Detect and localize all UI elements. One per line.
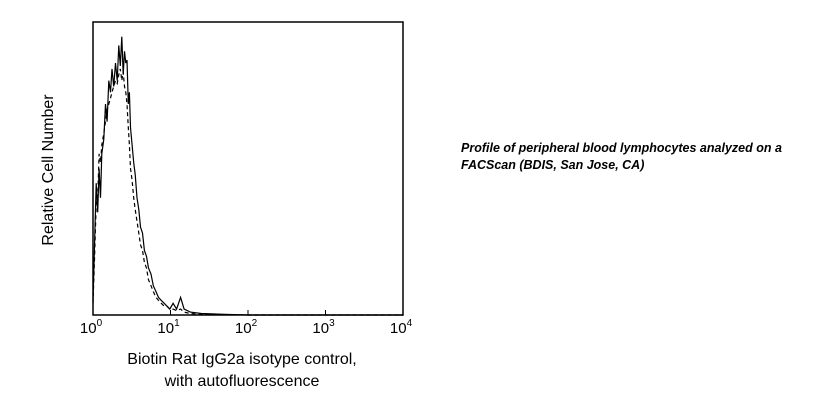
x-tick-label: 102	[235, 318, 258, 337]
histogram-series-dashed	[92, 68, 403, 316]
y-axis-label: Relative Cell Number	[40, 94, 57, 246]
figure-caption: Profile of peripheral blood lymphocytes …	[461, 141, 782, 172]
x-tick-label: 104	[390, 318, 413, 337]
x-tick-label: 101	[157, 318, 180, 337]
plot-frame	[92, 21, 404, 316]
histogram-series-solid	[92, 36, 403, 316]
x-axis-label-line-2: with autofluorescence	[164, 373, 320, 390]
series-layer	[92, 36, 403, 316]
x-axis-label-line-1: Biotin Rat IgG2a isotype control,	[127, 351, 356, 368]
x-tick-label: 100	[80, 318, 103, 337]
chart-panel: 100 101 102 103 104 Relative Cell Number Bio…	[34, 0, 438, 404]
x-tick-label: 103	[312, 318, 335, 337]
x-tick-layer: 100 101 102 103 104	[80, 310, 413, 337]
chart: 100 101 102 103 104 Relative Cell Number Bio…	[40, 21, 413, 390]
